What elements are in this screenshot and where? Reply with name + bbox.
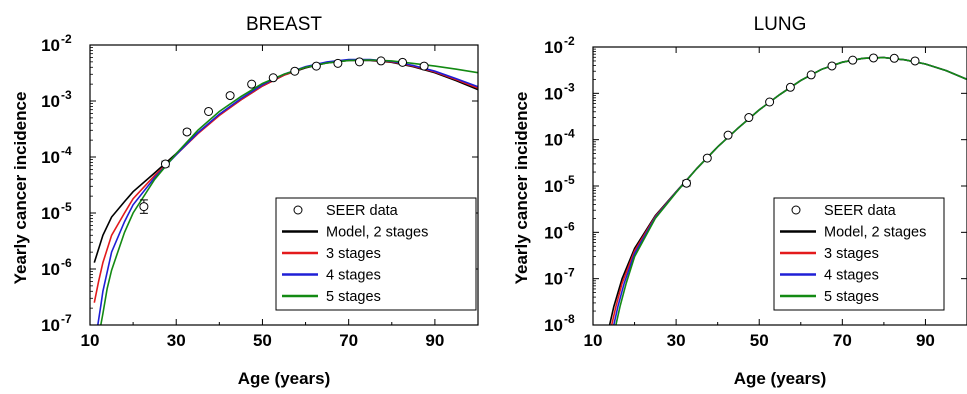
chart-title: LUNG [754, 14, 807, 35]
data-point [869, 53, 878, 63]
data-point [398, 57, 408, 67]
x-axis-label: Age (years) [734, 369, 827, 388]
seer-points [139, 56, 429, 214]
y-tick-exponent: -6 [61, 256, 72, 270]
legend-label: 4 stages [824, 268, 879, 284]
data-point [225, 91, 235, 101]
legend: SEER data Model, 2 stages 3 stages 4 stages… [773, 197, 945, 311]
data-point [354, 57, 364, 67]
y-tick-label: 10 [544, 316, 563, 335]
data-point [311, 61, 321, 71]
legend-label: 3 stages [326, 246, 381, 262]
data-point [702, 153, 712, 163]
x-tick-label: 30 [667, 331, 686, 350]
legend-label: 4 stages [326, 268, 381, 284]
data-point [889, 53, 899, 63]
data-point [910, 56, 920, 66]
y-tick-label: 10 [544, 84, 563, 103]
x-tick-label: 50 [750, 331, 769, 350]
data-point [333, 58, 343, 68]
data-point [806, 70, 816, 80]
y-tick-label: 10 [544, 38, 563, 57]
y-tick-label: 10 [41, 92, 60, 111]
legend-marker-circle [791, 205, 801, 215]
y-tick-label: 10 [41, 260, 60, 279]
legend-label: Model, 2 stages [824, 225, 926, 241]
y-tick-exponent: -7 [564, 266, 575, 280]
x-tick-label: 10 [81, 331, 100, 350]
y-tick-label: 10 [41, 148, 60, 167]
legend-marker-circle [293, 205, 303, 215]
data-point [247, 79, 257, 89]
y-tick-exponent: -7 [61, 312, 72, 326]
y-tick-exponent: -2 [61, 32, 72, 46]
chart-title: BREAST [246, 14, 322, 35]
seer-points [682, 53, 920, 188]
data-point [419, 61, 429, 71]
legend-label: 5 stages [824, 289, 879, 305]
legend-label: SEER data [824, 203, 897, 219]
data-point [848, 55, 858, 65]
data-point [182, 127, 192, 137]
x-tick-label: 90 [425, 331, 444, 350]
data-point [139, 202, 149, 212]
legend-label: SEER data [326, 203, 399, 219]
x-tick-label: 10 [584, 331, 603, 350]
y-tick-exponent: -5 [61, 200, 72, 214]
y-tick-label: 10 [544, 177, 563, 196]
plot-frame [89, 44, 479, 326]
y-tick-exponent: -8 [564, 312, 575, 326]
legend-label: Model, 2 stages [326, 225, 428, 241]
legend-label: 3 stages [824, 246, 879, 262]
data-point [290, 66, 300, 76]
y-tick-exponent: -3 [61, 88, 72, 102]
x-tick-label: 50 [253, 331, 272, 350]
data-point [268, 73, 278, 83]
data-point [376, 56, 386, 66]
y-tick-label: 10 [544, 270, 563, 289]
x-tick-label: 70 [339, 331, 358, 350]
y-tick-exponent: -4 [564, 127, 575, 141]
y-tick-exponent: -6 [564, 219, 575, 233]
x-tick-label: 30 [167, 331, 186, 350]
y-tick-exponent: -4 [61, 144, 72, 158]
y-tick-exponent: -3 [564, 80, 575, 94]
y-axis-label: Yearly cancer incidence [11, 92, 30, 285]
data-point [682, 178, 691, 188]
y-tick-label: 10 [41, 36, 60, 55]
x-axis-label: Age (years) [238, 369, 331, 388]
y-tick-label: 10 [41, 204, 60, 223]
y-tick-label: 10 [41, 316, 60, 335]
x-tick-label: 90 [916, 331, 935, 350]
data-point [785, 82, 795, 92]
data-point [160, 159, 170, 169]
y-tick-exponent: -5 [564, 173, 575, 187]
y-tick-label: 10 [544, 223, 563, 242]
legend-label: 5 stages [326, 289, 381, 305]
data-point [204, 106, 214, 116]
y-tick-label: 10 [544, 131, 563, 150]
data-point [765, 97, 775, 107]
y-axis-label: Yearly cancer incidence [512, 92, 531, 285]
legend: SEER data Model, 2 stages 3 stages 4 stages… [275, 197, 477, 311]
y-tick-exponent: -2 [564, 34, 575, 48]
data-point [744, 113, 754, 123]
data-point [827, 61, 837, 71]
x-tick-label: 70 [833, 331, 852, 350]
data-point [723, 130, 733, 140]
